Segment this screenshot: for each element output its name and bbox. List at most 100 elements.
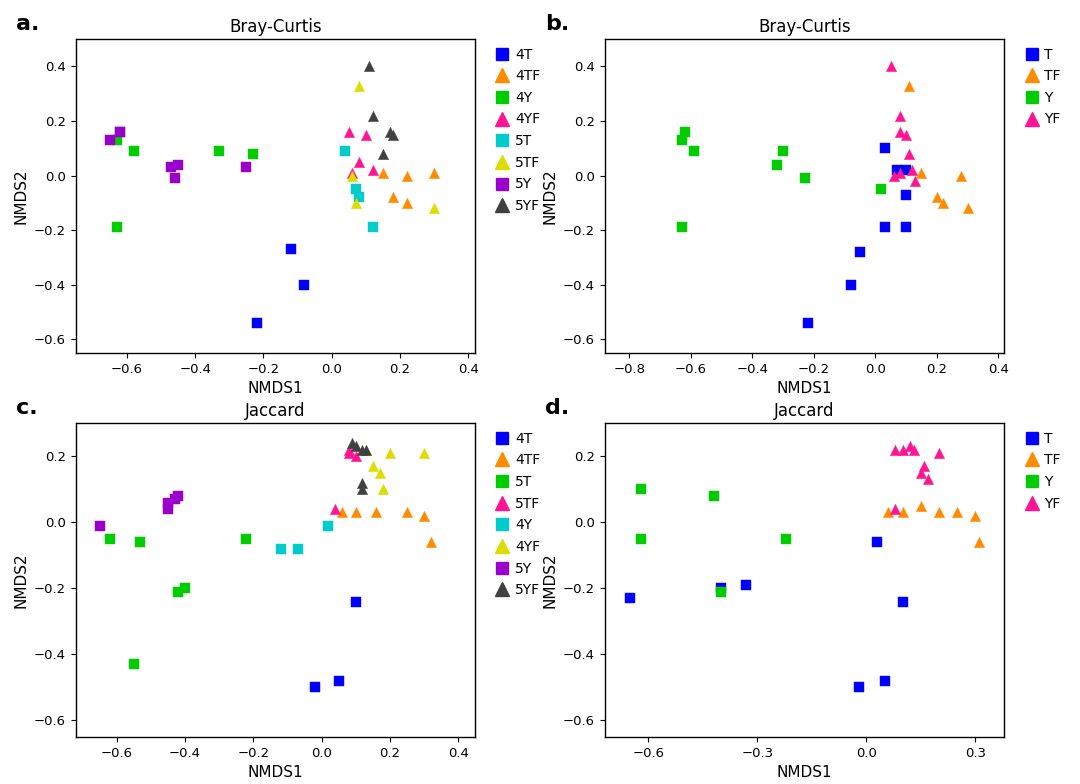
5Y <box>163 161 180 173</box>
4TF <box>399 169 416 182</box>
T <box>850 681 867 694</box>
TF <box>948 506 966 519</box>
5Y <box>102 134 119 147</box>
T <box>799 317 816 329</box>
TF <box>953 169 970 182</box>
T <box>897 221 915 234</box>
4T <box>347 595 364 608</box>
TF <box>901 79 918 92</box>
Text: b.: b. <box>545 14 569 34</box>
5YF <box>381 125 399 138</box>
Y <box>686 145 703 158</box>
Title: Jaccard: Jaccard <box>245 402 306 420</box>
YF <box>905 444 922 456</box>
Y <box>873 183 890 195</box>
4Y <box>108 221 125 234</box>
5TF <box>340 444 357 456</box>
YF <box>887 444 904 456</box>
YF <box>887 503 904 515</box>
4YF <box>343 166 361 179</box>
4Y <box>289 543 307 555</box>
T <box>713 583 730 595</box>
4YF <box>357 129 375 141</box>
TF <box>894 506 912 519</box>
5TF <box>326 503 343 515</box>
5T <box>176 583 193 595</box>
5TF <box>347 450 364 463</box>
5YF <box>384 129 402 141</box>
T <box>876 674 893 687</box>
4YF <box>364 164 381 176</box>
4TF <box>367 506 384 519</box>
YF <box>891 166 908 179</box>
Title: Jaccard: Jaccard <box>774 402 835 420</box>
YF <box>897 129 915 141</box>
5YF <box>343 437 361 449</box>
5T <box>364 221 381 234</box>
Y <box>796 172 813 184</box>
YF <box>906 175 923 187</box>
YF <box>919 474 936 486</box>
5T <box>170 586 187 598</box>
5TF <box>426 202 443 215</box>
5Y <box>166 493 184 506</box>
TF <box>970 536 987 549</box>
5T <box>337 145 354 158</box>
5Y <box>170 158 187 171</box>
5Y <box>238 161 255 173</box>
5TF <box>340 447 357 459</box>
5T <box>350 191 367 204</box>
YF <box>901 147 918 160</box>
5YF <box>364 109 381 122</box>
YF <box>913 466 930 479</box>
5YF <box>354 477 372 489</box>
T <box>622 592 639 604</box>
4T <box>296 278 313 291</box>
5YF <box>347 440 364 452</box>
TF <box>928 191 945 204</box>
4YF <box>375 483 392 495</box>
Legend: T, TF, Y, YF: T, TF, Y, YF <box>1024 46 1062 128</box>
4YF <box>416 447 433 459</box>
4Y <box>211 145 228 158</box>
Y-axis label: NMDS2: NMDS2 <box>13 169 28 223</box>
4Y <box>272 543 289 555</box>
Title: Bray-Curtis: Bray-Curtis <box>758 18 851 36</box>
Y <box>774 145 792 158</box>
5YF <box>354 483 372 495</box>
X-axis label: NMDS1: NMDS1 <box>247 381 303 396</box>
4T <box>330 674 348 687</box>
Y <box>676 125 693 138</box>
5Y <box>159 503 176 515</box>
5T <box>102 532 119 545</box>
Y <box>673 134 690 147</box>
5TF <box>350 79 367 92</box>
4TF <box>347 506 364 519</box>
YF <box>904 164 921 176</box>
Y <box>768 158 785 171</box>
YF <box>930 447 947 459</box>
4YF <box>364 460 381 473</box>
T <box>888 164 905 176</box>
YF <box>916 460 933 473</box>
5YF <box>354 444 372 456</box>
4TF <box>416 510 433 522</box>
T <box>868 536 886 549</box>
4YF <box>370 466 388 479</box>
5Y <box>170 490 187 503</box>
4Y <box>111 125 129 138</box>
TF <box>913 499 930 512</box>
TF <box>930 506 947 519</box>
Y-axis label: NMDS2: NMDS2 <box>13 553 28 608</box>
5Y <box>111 125 129 138</box>
4T <box>282 243 299 256</box>
X-axis label: NMDS1: NMDS1 <box>777 381 833 396</box>
4TF <box>384 191 402 204</box>
4YF <box>340 125 357 138</box>
Legend: 4T, 4TF, 4Y, 4YF, 5T, 5TF, 5Y, 5YF: 4T, 4TF, 4Y, 4YF, 5T, 5TF, 5Y, 5YF <box>495 46 541 214</box>
Legend: 4T, 4TF, 5T, 5TF, 4Y, 4YF, 5Y, 5YF: 4T, 4TF, 5T, 5TF, 4Y, 4YF, 5Y, 5YF <box>495 430 541 598</box>
YF <box>886 169 903 182</box>
Y <box>713 586 730 598</box>
Text: d.: d. <box>545 398 569 419</box>
T <box>897 164 915 176</box>
